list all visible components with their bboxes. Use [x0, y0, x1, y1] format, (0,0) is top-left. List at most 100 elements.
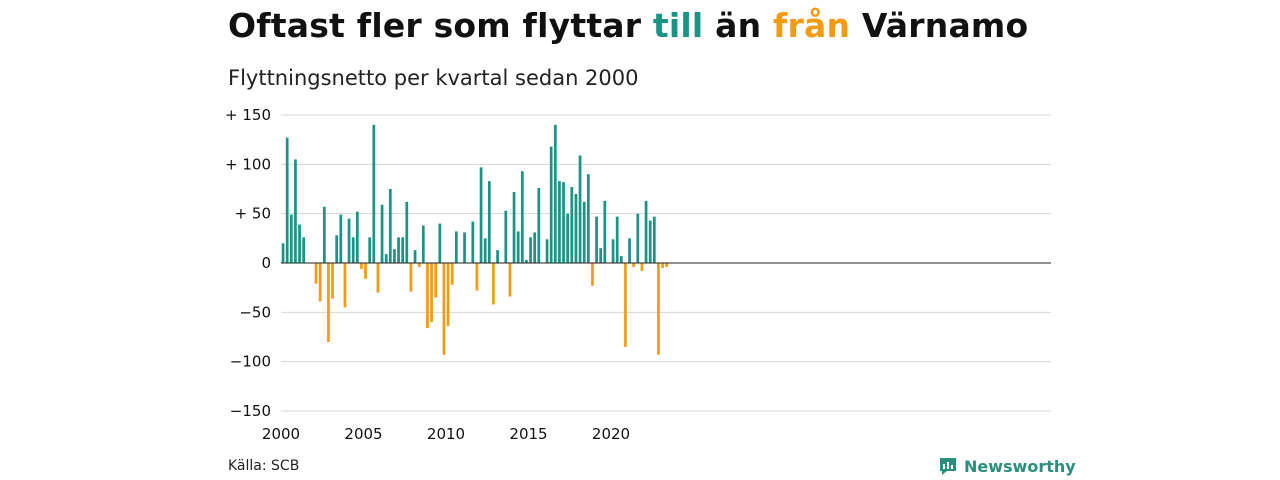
bar [578, 155, 582, 263]
y-tick-label: + 150 [225, 106, 271, 124]
bar [471, 221, 475, 263]
bar [438, 223, 442, 263]
source-label: Källa: SCB [228, 458, 300, 474]
bar [314, 263, 318, 284]
bar [430, 263, 433, 323]
bar [549, 146, 553, 263]
brand-name: Newsworthy [964, 456, 1076, 476]
bar [343, 263, 347, 308]
bar [520, 171, 524, 263]
bar [487, 181, 491, 263]
bar [368, 237, 372, 263]
bar [446, 263, 450, 327]
title-part5: Värnamo [850, 6, 1029, 45]
bar [302, 237, 306, 263]
bar [661, 263, 664, 268]
y-tick-label: 0 [261, 254, 271, 272]
bar [648, 220, 652, 263]
bar [516, 231, 520, 263]
bar [533, 232, 537, 263]
bar [483, 238, 487, 263]
bar [327, 263, 330, 342]
bar [335, 235, 339, 263]
bar [582, 201, 586, 263]
y-tick-label: −150 [230, 402, 271, 420]
x-tick-label: 2000 [262, 425, 300, 443]
bar [525, 260, 528, 263]
bar [640, 263, 644, 271]
title-till: till [652, 6, 704, 45]
y-tick-label: + 100 [225, 155, 271, 173]
bar [318, 263, 322, 302]
bar [553, 124, 557, 263]
newsworthy-icon [940, 458, 956, 475]
bar [397, 237, 400, 263]
bar [657, 263, 660, 355]
bar [591, 263, 594, 286]
bar [574, 193, 578, 263]
x-tick-label: 2010 [427, 425, 465, 443]
bar [479, 167, 483, 263]
title-fran: från [772, 6, 851, 45]
bar [529, 237, 532, 263]
bar [599, 248, 603, 263]
bar [496, 250, 499, 263]
bar [393, 249, 396, 263]
bar [454, 231, 458, 263]
bar [624, 263, 627, 347]
bar [298, 224, 301, 263]
bar [475, 263, 479, 291]
bar [558, 181, 561, 263]
title-part1: Oftast fler som flyttar [228, 6, 653, 45]
bar [355, 211, 359, 263]
bar [628, 238, 631, 263]
bar [347, 218, 351, 263]
bar [562, 182, 565, 263]
y-tick-label: −50 [239, 303, 271, 321]
bar [376, 263, 380, 293]
bar [632, 263, 636, 267]
bar [281, 243, 285, 263]
bar [294, 159, 297, 263]
bar [380, 204, 384, 263]
bar [636, 213, 640, 263]
bar [652, 216, 656, 263]
bar [586, 174, 590, 263]
bar [545, 239, 549, 263]
bar [413, 250, 417, 263]
bar [504, 210, 508, 263]
x-tick-label: 2015 [509, 425, 547, 443]
bar [665, 263, 669, 267]
bar [566, 213, 570, 263]
bar [611, 239, 615, 263]
bar [289, 214, 293, 263]
bar [442, 263, 446, 355]
bar [339, 214, 343, 263]
bar [434, 263, 438, 298]
bar [426, 263, 429, 329]
y-tick-label: −100 [230, 353, 271, 371]
bar [331, 263, 334, 299]
bar [508, 263, 512, 297]
chart-title: Oftast fler som flyttar till än från Vär… [228, 6, 1028, 45]
title-part3: än [703, 6, 773, 45]
x-tick-label: 2005 [344, 425, 382, 443]
bar [401, 237, 405, 263]
x-tick-label: 2020 [592, 425, 630, 443]
bar [570, 187, 574, 263]
bar [405, 201, 409, 263]
bar [364, 263, 367, 279]
bar [409, 263, 413, 292]
bar [417, 263, 421, 267]
bar [384, 254, 388, 263]
bar [285, 137, 289, 263]
bar [372, 124, 376, 263]
bar [619, 256, 623, 263]
brand-logo: Newsworthy [938, 456, 1076, 476]
y-tick-label: + 50 [235, 205, 271, 223]
bar [492, 263, 495, 305]
bar [421, 225, 425, 263]
bar [360, 263, 363, 269]
bar [644, 200, 648, 263]
